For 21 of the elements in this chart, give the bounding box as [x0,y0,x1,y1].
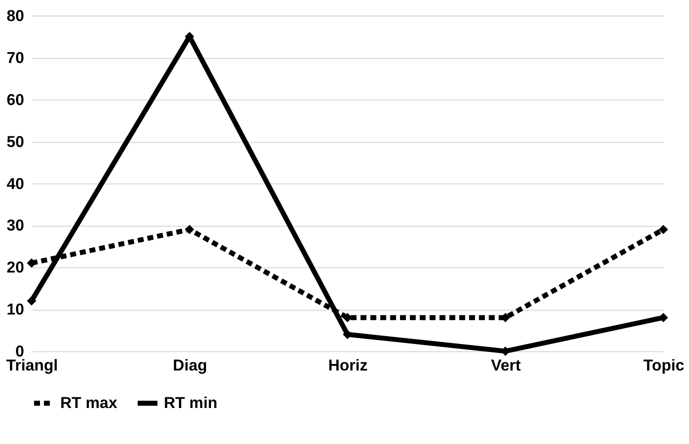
x-tick-label: Diag [172,357,208,374]
x-tick-label: Triangl [6,357,58,374]
y-tick-label: 70 [6,50,24,67]
y-tick-label: 80 [6,8,24,25]
y-tick-label: 50 [6,134,24,151]
point [184,224,194,234]
y-tick-label: 60 [6,92,24,109]
x-tick-label: Vert [490,357,522,374]
y-tick-label: 40 [6,176,24,193]
x-tick-label: Horiz [328,357,368,374]
point [26,258,36,268]
legend-label: RT min [164,395,218,412]
x-tick-label: Topic [643,357,684,374]
point [342,312,352,322]
point [26,296,36,306]
point [658,224,668,234]
legend-label: RT max [60,395,118,412]
point [658,312,668,322]
y-tick-label: 30 [6,218,24,235]
y-tick-label: 20 [6,260,24,277]
y-tick-label: 10 [6,302,24,319]
